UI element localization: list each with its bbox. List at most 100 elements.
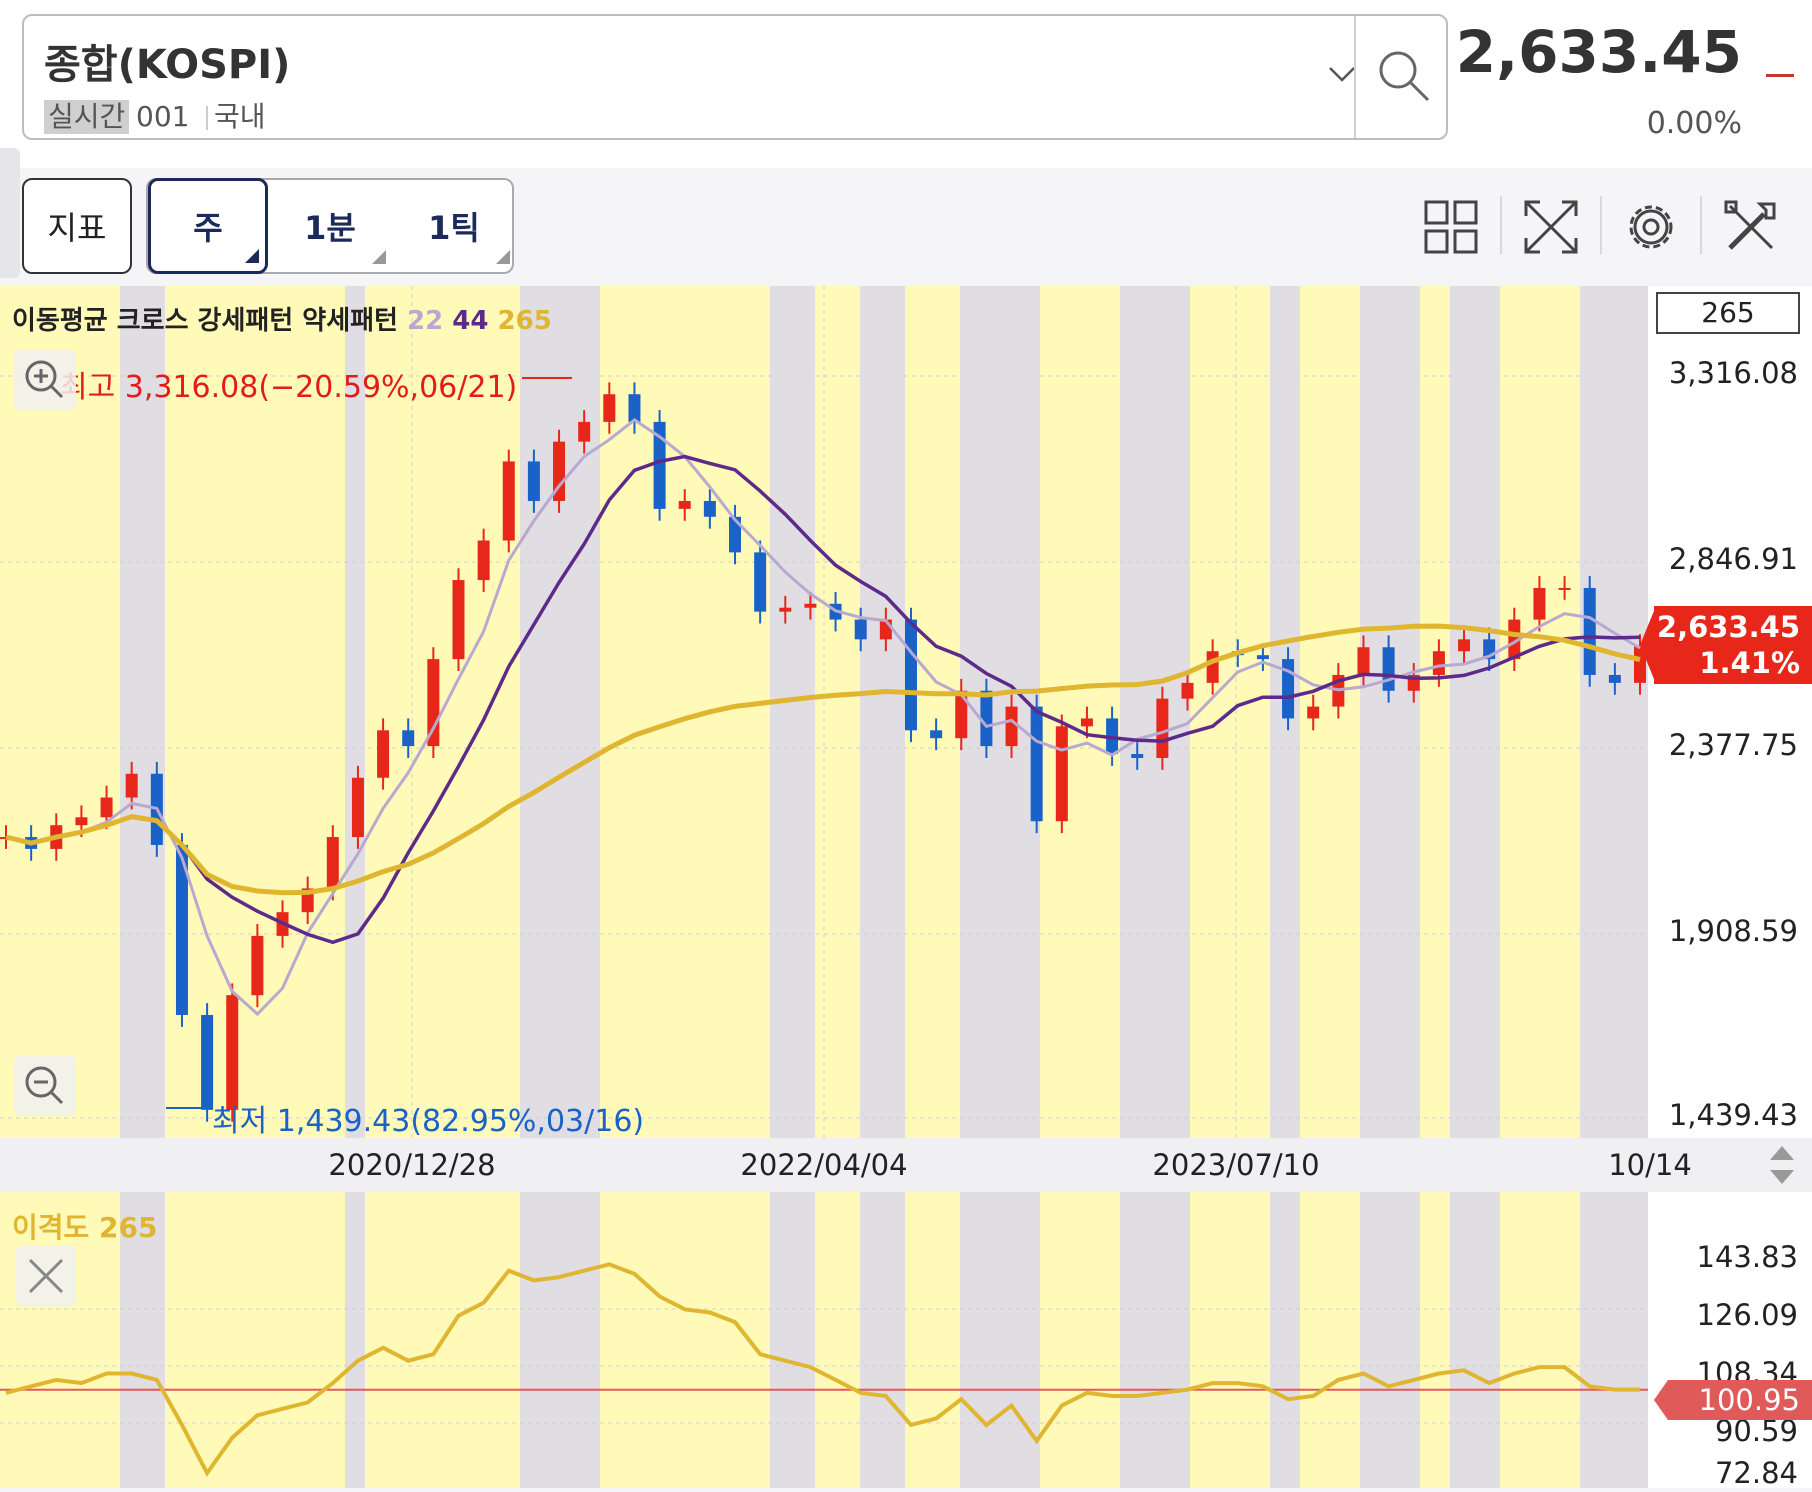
candle-body (1608, 674, 1621, 683)
divider (1700, 196, 1702, 254)
period-1tick-button[interactable]: 1틱 (392, 180, 516, 272)
y-tick-label: 2,377.75 (1668, 728, 1798, 762)
pattern-band (1360, 1192, 1420, 1488)
disparity-chart[interactable] (0, 1192, 1648, 1488)
realtime-badge: 실시간 (44, 100, 130, 134)
candle-body (1181, 682, 1194, 699)
high-price-label: 최고 3,316.08(−20.59%,06/21) (60, 370, 518, 405)
pattern-band (960, 286, 1040, 1138)
candle-body (477, 540, 490, 581)
tools-icon[interactable] (1716, 192, 1786, 262)
legend-ma22: 22 (407, 306, 444, 336)
price-chart-canvas[interactable] (0, 286, 1648, 1138)
candle-body (980, 690, 993, 747)
candle-body (1256, 655, 1269, 660)
candle-body (804, 603, 817, 608)
zoom-in-icon[interactable] (14, 350, 76, 410)
price-axis[interactable]: 3,316.08 2,846.91 2,377.75 1,908.59 1,43… (1648, 286, 1812, 1138)
pattern-band (770, 286, 815, 1138)
pattern-band (815, 286, 860, 1138)
period-input-box[interactable]: 265 (1656, 292, 1800, 334)
candle-body (452, 580, 465, 660)
candle-body (201, 1014, 214, 1110)
current-price-value: 2,633.45 (1656, 610, 1800, 644)
candle-body (1382, 647, 1395, 691)
candle-body (678, 500, 691, 509)
fullscreen-icon[interactable] (1516, 192, 1586, 262)
x-tick-label: 2022/04/04 (740, 1148, 908, 1182)
disparity-pointer (1654, 1380, 1668, 1420)
period-1min-label: 1분 (304, 209, 356, 247)
candle-body (1005, 706, 1018, 747)
zoom-out-icon[interactable] (14, 1056, 76, 1116)
candle-body (854, 619, 867, 640)
market-label: 국내 (214, 100, 266, 133)
candle-body (930, 730, 943, 739)
pattern-band (1300, 1192, 1360, 1488)
candle-body (402, 730, 415, 747)
candle-body (1533, 587, 1546, 620)
candle-body (628, 394, 641, 422)
legend-title: 이동평균 크로스 강세패턴 약세패턴 (12, 306, 398, 336)
chart-legend[interactable]: 이동평균 크로스 강세패턴 약세패턴 22 44 265 (12, 300, 552, 337)
pattern-band (0, 286, 120, 1138)
pattern-band (1120, 1192, 1190, 1488)
candle-body (703, 500, 716, 517)
pattern-band (165, 286, 345, 1138)
period-1tick-label: 1틱 (428, 209, 480, 247)
candle-body (351, 777, 364, 838)
pattern-band (0, 1192, 120, 1488)
current-price-tag: 2,633.45 1.41% (1654, 606, 1812, 684)
pattern-band (960, 1192, 1040, 1488)
candle-body (779, 607, 792, 612)
candle-body (1131, 754, 1144, 758)
period-1min-button[interactable]: 1분 (268, 180, 392, 272)
candle-body (1030, 706, 1043, 822)
indicator-button[interactable]: 지표 (22, 178, 132, 274)
candle-body (904, 619, 917, 731)
axis-scroll-icon[interactable] (1760, 1140, 1804, 1190)
time-axis[interactable] (0, 1138, 1812, 1192)
pattern-band (520, 286, 600, 1138)
current-change-value: 1.41% (1699, 646, 1800, 680)
x-tick-label: 2023/07/10 (1152, 1148, 1320, 1182)
x-tick-label: 10/14 (1608, 1148, 1692, 1182)
period-week-label: 주 (193, 209, 223, 247)
disparity-axis[interactable]: 143.83 126.09 108.34 90.59 72.84 (1648, 1192, 1812, 1490)
corner-menu-icon (496, 250, 510, 264)
y-tick-label: 2,846.91 (1668, 542, 1798, 576)
pattern-band (1360, 286, 1420, 1138)
divider (206, 106, 208, 130)
period-week-button[interactable]: 주 (148, 178, 268, 274)
candle-body (125, 773, 138, 798)
pattern-band (470, 1192, 520, 1488)
x-tick-label: 2020/12/28 (328, 1148, 496, 1182)
period-selector: 주 1분 1틱 (146, 178, 514, 274)
chevron-down-icon[interactable] (1324, 56, 1360, 92)
candle-body (100, 797, 113, 818)
candle-body (1458, 639, 1471, 652)
current-price-pointer (1640, 606, 1656, 684)
gear-icon[interactable] (1616, 192, 1686, 262)
pattern-band (1450, 1192, 1500, 1488)
symbol-code: 001 (136, 100, 190, 133)
pattern-band (470, 286, 520, 1138)
price-chart[interactable] (0, 286, 1648, 1138)
close-icon[interactable] (16, 1246, 76, 1306)
candle-body (603, 394, 616, 422)
disparity-chart-canvas[interactable] (0, 1192, 1648, 1488)
search-icon[interactable] (1374, 46, 1434, 106)
y-tick-label: 3,316.08 (1668, 356, 1798, 390)
disparity-line (5, 1262, 1640, 1477)
pattern-band (860, 286, 905, 1138)
disparity-legend[interactable]: 이격도 265 (12, 1211, 158, 1244)
candle-body (251, 935, 264, 996)
y-tick-label: 143.83 (1696, 1240, 1798, 1274)
symbol-selector[interactable]: 종합(KOSPI) 실시간 001 국내 (22, 14, 1448, 140)
candle-body (326, 837, 339, 889)
ma-44-line (5, 454, 1641, 945)
candle-body (653, 421, 666, 509)
pattern-band (770, 1192, 815, 1488)
side-drawer-handle[interactable] (0, 148, 20, 278)
grid-layout-icon[interactable] (1416, 192, 1486, 262)
